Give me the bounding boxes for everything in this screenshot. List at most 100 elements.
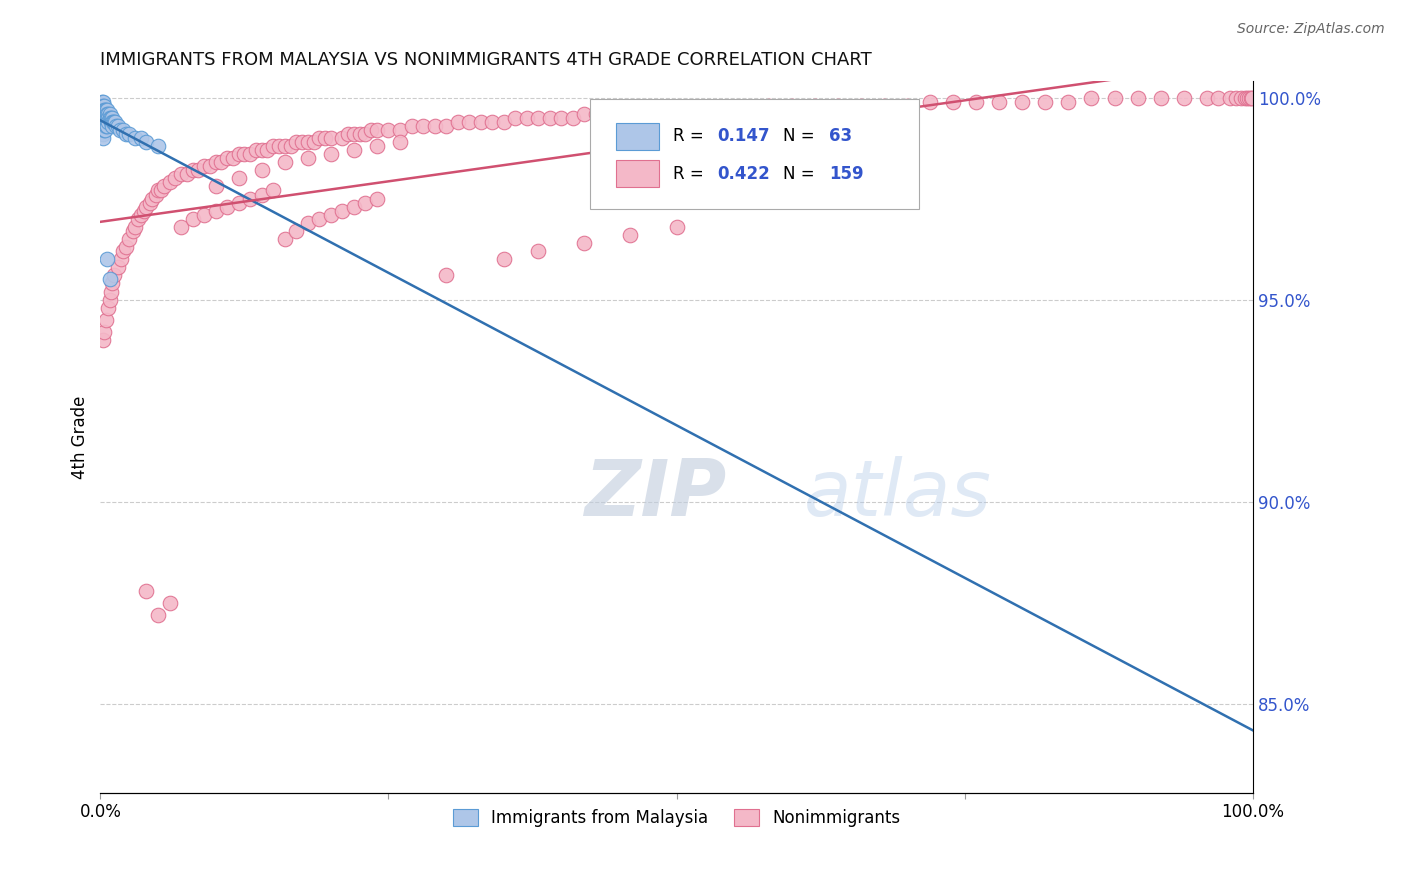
Point (159, 175, 181, 189)
Point (101, 111, 124, 125)
Point (319, 208, 342, 222)
Point (297, 216, 319, 230)
Point (337, 127, 360, 141)
Point (103, 268, 125, 283)
Point (93, 98, 115, 112)
Point (423, 119, 446, 133)
Point (108, 123, 131, 137)
Point (90, 95, 112, 109)
Point (228, 171, 250, 186)
Point (170, 219, 193, 234)
Point (228, 195, 250, 210)
Point (481, 115, 503, 129)
Point (245, 143, 267, 157)
Y-axis label: 4th Grade: 4th Grade (72, 395, 89, 479)
Point (93, 115, 115, 129)
Point (91, 127, 114, 141)
Point (90, 98, 112, 112)
Point (146, 184, 169, 198)
Point (1057, 95, 1080, 109)
Point (366, 192, 388, 206)
Point (1149, 90, 1171, 104)
Point (262, 184, 284, 198)
Point (1240, 90, 1263, 104)
Point (607, 106, 630, 120)
Point (804, 98, 827, 112)
Point (434, 119, 457, 133)
Point (711, 103, 734, 117)
Point (873, 98, 896, 112)
Point (360, 123, 382, 137)
Point (198, 159, 221, 173)
Point (150, 184, 173, 198)
Point (1035, 95, 1057, 109)
Point (1230, 90, 1253, 104)
Point (91, 98, 114, 112)
Point (170, 167, 193, 181)
Text: 0.147: 0.147 (717, 128, 769, 145)
Point (193, 159, 215, 173)
Point (90, 106, 112, 120)
Point (366, 139, 388, 153)
Point (849, 98, 872, 112)
Text: R =: R = (673, 165, 709, 183)
Point (204, 179, 226, 194)
Point (302, 135, 325, 149)
Point (118, 127, 141, 141)
Point (91, 95, 114, 109)
Point (619, 106, 641, 120)
Point (354, 127, 377, 141)
Point (93, 325, 115, 339)
Point (388, 123, 411, 137)
Point (141, 192, 163, 206)
Point (308, 131, 330, 145)
Point (176, 167, 198, 181)
Point (107, 260, 129, 275)
Point (135, 583, 157, 598)
Point (401, 119, 423, 133)
Point (297, 135, 319, 149)
Point (94, 103, 117, 117)
Point (91, 115, 114, 129)
Point (100, 115, 122, 129)
Point (112, 123, 135, 137)
Point (100, 285, 122, 299)
Point (388, 135, 411, 149)
Point (256, 143, 278, 157)
Point (114, 240, 136, 254)
Point (343, 127, 366, 141)
Point (550, 111, 572, 125)
Legend: Immigrants from Malaysia, Nonimmigrants: Immigrants from Malaysia, Nonimmigrants (447, 803, 907, 834)
Point (187, 163, 209, 178)
Text: N =: N = (783, 165, 820, 183)
Point (101, 277, 124, 291)
Point (574, 235, 596, 250)
Point (492, 252, 515, 267)
Point (689, 103, 711, 117)
Point (250, 163, 273, 178)
Point (228, 147, 250, 161)
Text: IMMIGRANTS FROM MALAYSIA VS NONIMMIGRANTS 4TH GRADE CORRELATION CHART: IMMIGRANTS FROM MALAYSIA VS NONIMMIGRANT… (100, 51, 872, 69)
Point (291, 135, 314, 149)
Text: R =: R = (673, 128, 709, 145)
Point (1239, 90, 1261, 104)
Point (98, 272, 121, 286)
Point (412, 119, 434, 133)
Text: N =: N = (783, 128, 820, 145)
Point (105, 119, 128, 133)
Point (262, 139, 284, 153)
Point (101, 115, 124, 129)
Point (274, 155, 297, 169)
Point (101, 119, 124, 133)
Point (1126, 90, 1149, 104)
Point (94, 115, 117, 129)
Point (94, 106, 117, 120)
Point (492, 115, 515, 129)
Point (204, 155, 226, 169)
Point (1225, 90, 1247, 104)
Point (527, 244, 550, 258)
Point (516, 111, 538, 125)
Point (165, 171, 187, 186)
Point (319, 131, 342, 145)
Point (1239, 90, 1261, 104)
